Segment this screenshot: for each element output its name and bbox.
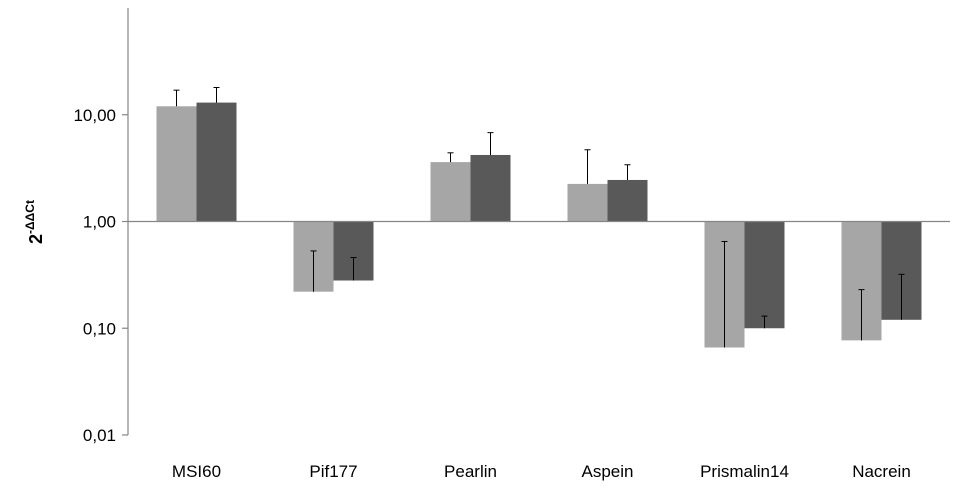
bar-msi60-series1 xyxy=(156,106,197,222)
bar-msi60-series2 xyxy=(196,102,237,222)
y-axis-label-superscript: -ΔΔCt xyxy=(23,200,37,234)
bar-pearlin-series1 xyxy=(430,162,471,222)
category-labels: MSI60 Pif177 Pearlin Aspein Prismalin14 Nacre… xyxy=(172,462,911,481)
y-tick-label: 0,01 xyxy=(83,426,116,445)
category-label-pif177: Pif177 xyxy=(309,462,357,481)
category-label-prismalin14: Prismalin14 xyxy=(700,462,789,481)
category-label-msi60: MSI60 xyxy=(172,462,221,481)
y-axis-label: 2-ΔΔCt xyxy=(23,200,46,244)
bars-layer xyxy=(156,102,922,348)
y-axis-label-base: 2 xyxy=(26,234,46,244)
y-ticks: 0,01 0,10 1,00 10,00 xyxy=(73,106,128,445)
category-label-pearlin: Pearlin xyxy=(444,462,497,481)
error-bars-layer xyxy=(173,86,905,348)
y-tick-label: 10,00 xyxy=(73,106,116,125)
bar-pearlin-series2 xyxy=(470,154,511,222)
bar-prismalin14-series2 xyxy=(744,221,785,329)
y-tick-label: 1,00 xyxy=(83,213,116,232)
bar-aspein-series1 xyxy=(567,183,608,222)
category-label-nacrein: Nacrein xyxy=(852,462,911,481)
category-label-aspein: Aspein xyxy=(582,462,634,481)
y-tick-label: 0,10 xyxy=(83,319,116,338)
bar-aspein-series2 xyxy=(607,179,648,222)
